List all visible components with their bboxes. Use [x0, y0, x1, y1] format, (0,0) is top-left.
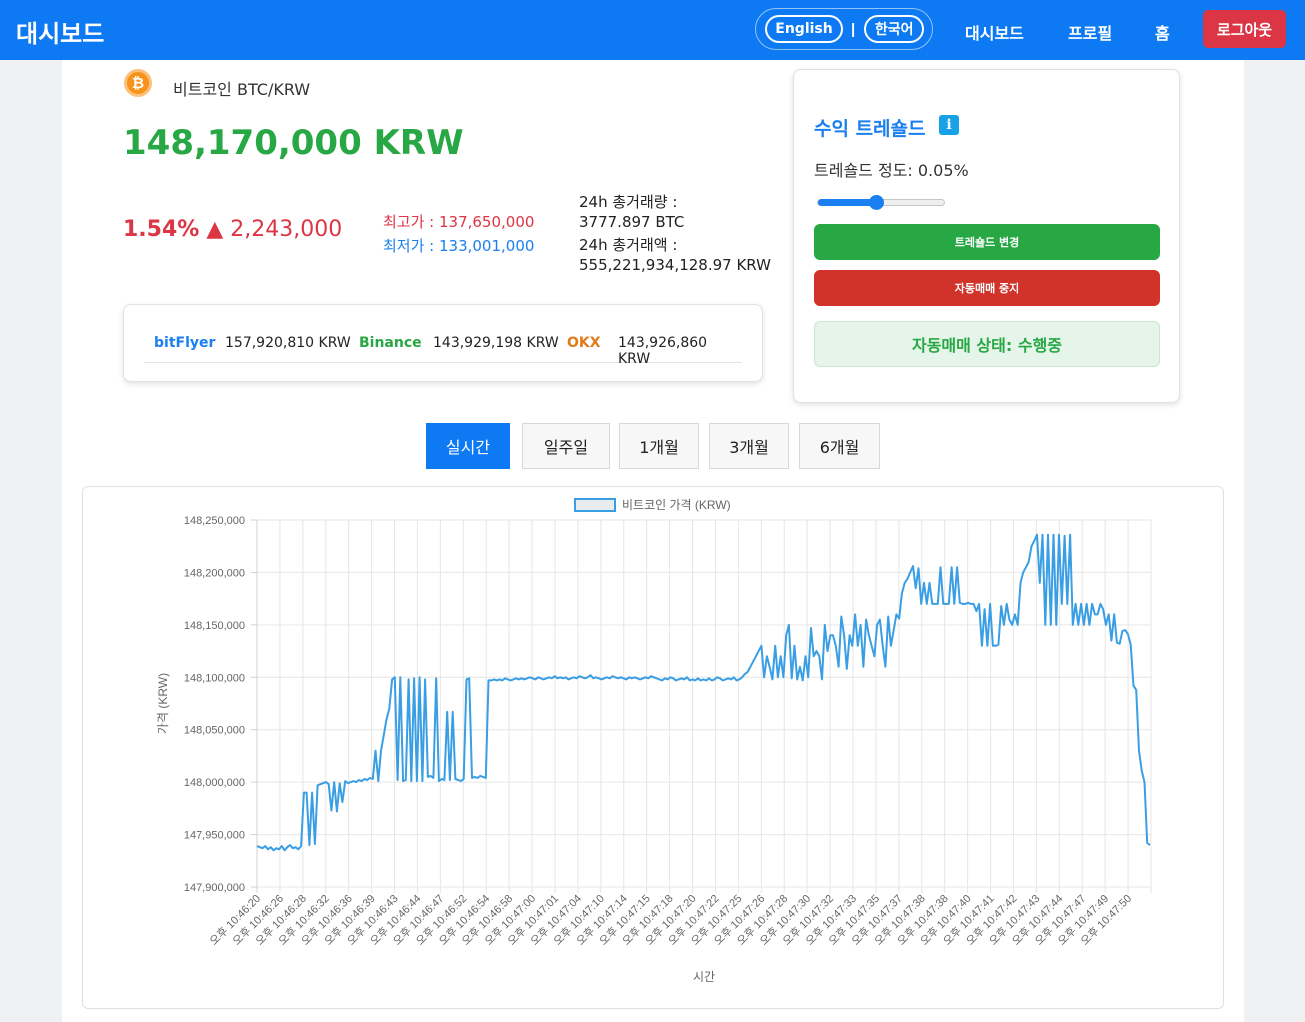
y-tick-label: 148,000,000	[184, 777, 245, 789]
change-threshold-button[interactable]: 트레숄드 변경	[814, 224, 1160, 260]
tab-6month[interactable]: 6개월	[799, 423, 880, 469]
change-amount: 2,243,000	[230, 217, 343, 242]
tab-3month[interactable]: 3개월	[709, 423, 789, 469]
y-tick-label: 148,200,000	[184, 567, 245, 579]
info-icon[interactable]: i	[939, 115, 959, 135]
exchange-name-bitflyer: bitFlyer	[154, 335, 216, 351]
tab-week[interactable]: 일주일	[522, 423, 610, 469]
y-tick-label: 148,050,000	[184, 725, 245, 737]
y-tick-label: 148,250,000	[184, 515, 245, 527]
change-percent: 1.54%	[123, 217, 200, 242]
amount-24h: 24h 총거래액 : 555,221,934,128.97 KRW	[579, 235, 771, 275]
nav-link-dashboard[interactable]: 대시보드	[965, 24, 1024, 43]
period-tabs: 실시간 일주일 1개월 3개월 6개월	[0, 423, 1305, 469]
price-change: 1.54% ▲ 2,243,000	[123, 217, 342, 242]
exchange-price-binance: 143,929,198 KRW	[433, 335, 559, 351]
price-series-line	[256, 533, 1151, 852]
threshold-title: 수익 트레숄드	[814, 118, 926, 140]
threshold-card: 수익 트레숄드 i 트레숄드 정도: 0.05% 트레숄드 변경 자동매매 중지…	[793, 69, 1180, 403]
language-switcher: English | 한국어	[755, 8, 933, 50]
legend-label: 비트코인 가격 (KRW)	[622, 498, 731, 512]
y-axis-title: 가격 (KRW)	[156, 673, 170, 734]
slider-thumb[interactable]	[868, 195, 884, 210]
volume-value: 3777.897 BTC	[579, 213, 685, 231]
bitcoin-icon: ₿	[124, 69, 152, 97]
exchange-price-card: bitFlyer 157,920,810 KRW Binance 143,929…	[123, 304, 763, 382]
nav-link-profile[interactable]: 프로필	[1068, 24, 1113, 43]
stop-autotrade-button[interactable]: 자동매매 중지	[814, 270, 1160, 306]
coin-name: 비트코인 BTC/KRW	[173, 80, 311, 99]
price-chart-card: 148,250,000 148,200,000 148,150,000 148,100…	[82, 486, 1224, 1009]
volume-24h: 24h 총거래량 : 3777.897 BTC	[579, 192, 684, 232]
threshold-level: 트레숄드 정도: 0.05%	[814, 161, 969, 180]
low-price: 최저가 : 133,001,000	[383, 237, 535, 255]
y-tick-label: 148,150,000	[184, 620, 245, 632]
x-axis-title: 시간	[693, 970, 715, 984]
lang-separator: |	[851, 20, 856, 38]
y-tick-label: 147,950,000	[184, 830, 245, 842]
exchange-name-binance: Binance	[359, 335, 422, 351]
volume-label: 24h 총거래량 :	[579, 193, 678, 211]
threshold-slider[interactable]	[817, 195, 945, 210]
high-price: 최고가 : 137,650,000	[383, 213, 535, 231]
top-navbar: 대시보드 English | 한국어 대시보드 프로필 홈 로그아웃	[0, 0, 1305, 60]
autotrade-status: 자동매매 상태: 수행중	[814, 321, 1160, 367]
nav-link-home[interactable]: 홈	[1155, 24, 1170, 43]
tab-1month[interactable]: 1개월	[619, 423, 699, 469]
logout-button[interactable]: 로그아웃	[1203, 10, 1286, 48]
exchange-row: bitFlyer 157,920,810 KRW Binance 143,929…	[144, 335, 742, 367]
legend-swatch	[574, 498, 616, 512]
exchange-name-okx: OKX	[567, 335, 601, 351]
tab-realtime[interactable]: 실시간	[426, 423, 510, 469]
exchange-price-okx: 143,926,860 KRW	[618, 335, 708, 367]
lang-english-button[interactable]: English	[765, 15, 843, 43]
brand-title[interactable]: 대시보드	[16, 20, 105, 48]
price-line-chart: 148,250,000 148,200,000 148,150,000 148,100…	[156, 498, 1152, 984]
lang-korean-button[interactable]: 한국어	[864, 15, 925, 43]
y-tick-label: 147,900,000	[184, 882, 245, 894]
amount-label: 24h 총거래액 :	[579, 236, 678, 254]
up-arrow-icon: ▲	[206, 217, 224, 242]
y-tick-label: 148,100,000	[184, 672, 245, 684]
amount-value: 555,221,934,128.97 KRW	[579, 256, 771, 274]
current-price: 148,170,000 KRW	[123, 123, 464, 163]
slider-fill	[818, 199, 876, 206]
exchange-price-bitflyer: 157,920,810 KRW	[225, 335, 351, 351]
